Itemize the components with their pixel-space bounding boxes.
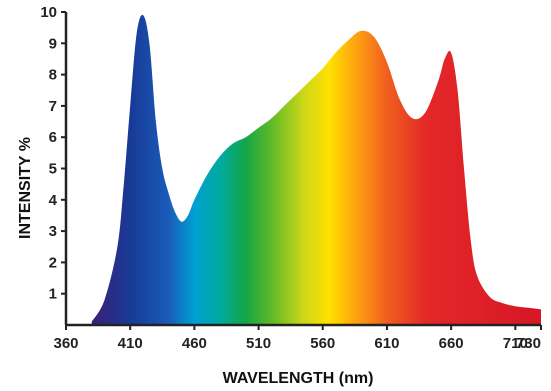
y-axis-title: INTENSITY %: [17, 137, 34, 239]
y-tick-label: 8: [49, 67, 57, 84]
y-tick-label: 6: [49, 129, 57, 146]
y-tick-label: 7: [49, 98, 57, 115]
x-tick-label: 730: [516, 335, 541, 352]
x-tick-label: 410: [118, 335, 143, 352]
y-tick-label: 3: [49, 223, 57, 240]
x-tick-label: 560: [310, 335, 335, 352]
x-tick-label: 360: [53, 335, 78, 352]
x-tick-label: 610: [374, 335, 399, 352]
spectrum-area-layer: [91, 14, 541, 326]
x-tick-label: 510: [246, 335, 271, 352]
x-tick-label: 660: [439, 335, 464, 352]
spectrum-area-series-0: [91, 14, 541, 326]
x-tick-label: 710: [503, 335, 528, 352]
y-tick-label: 2: [49, 254, 57, 271]
y-tick-label: 4: [49, 192, 58, 209]
y-tick-label: 10: [40, 4, 57, 21]
x-axis-title: WAVELENGTH (nm): [223, 370, 374, 387]
x-tick-label: 460: [182, 335, 207, 352]
y-tick-group: 1 2 3 4 5 6 7 8 9 10: [40, 4, 66, 303]
y-tick-label: 1: [49, 286, 57, 303]
y-tick-label: 5: [49, 161, 57, 178]
y-tick-label: 9: [49, 35, 57, 52]
